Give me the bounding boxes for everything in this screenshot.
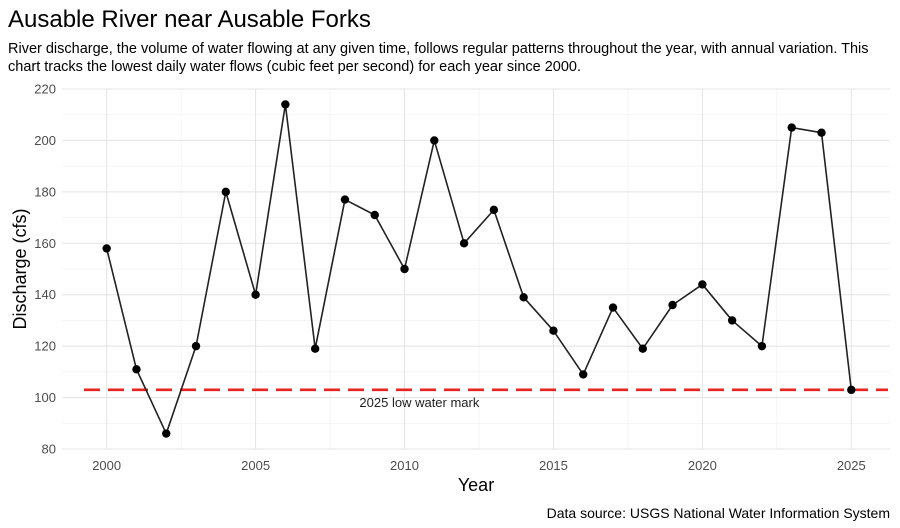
data-point (430, 136, 439, 145)
data-point (579, 370, 588, 379)
x-tick-label: 2020 (688, 458, 717, 473)
data-point (668, 300, 677, 310)
y-axis-ticks: 80 100 120 140 160 180 200 220 (34, 82, 56, 457)
series-line-group (105, 103, 853, 435)
x-tick-label: 2025 (837, 458, 866, 473)
data-point (132, 365, 141, 374)
data-point (817, 128, 826, 137)
chart-subtitle: River discharge, the volume of water flo… (8, 41, 869, 75)
data-point (340, 195, 350, 204)
y-axis-title: Discharge (cfs) (10, 208, 30, 329)
data-point (310, 344, 320, 353)
data-point (489, 205, 499, 215)
minor-gridlines (62, 89, 890, 449)
y-tick-label: 180 (34, 184, 56, 199)
data-point (608, 303, 618, 312)
reference-line-label: 2025 low water mark (359, 395, 479, 410)
data-point (281, 100, 290, 109)
x-tick-label: 2010 (390, 458, 419, 473)
y-tick-label: 200 (34, 133, 56, 148)
data-source-caption: Data source: USGS National Water Informa… (546, 505, 890, 521)
data-point (162, 429, 171, 438)
data-point (787, 123, 796, 132)
y-tick-label: 120 (34, 339, 56, 354)
data-points (102, 100, 856, 438)
x-tick-label: 2015 (539, 458, 568, 473)
y-tick-label: 80 (42, 442, 56, 457)
data-point (757, 341, 767, 351)
data-point (698, 280, 707, 289)
series-line (105, 103, 853, 435)
data-point (727, 316, 737, 325)
data-point (370, 210, 379, 220)
reference-line-group: 2025 low water mark (84, 388, 888, 410)
data-point (459, 239, 469, 248)
data-point (549, 326, 558, 335)
data-point (102, 244, 111, 253)
y-tick-label: 100 (34, 390, 56, 405)
y-tick-label: 160 (34, 236, 56, 251)
y-tick-label: 220 (34, 82, 56, 97)
chart-title: Ausable River near Ausable Forks (8, 6, 371, 33)
data-point (251, 290, 260, 299)
data-point (191, 341, 201, 351)
y-tick-label: 140 (34, 287, 56, 302)
data-point (221, 187, 231, 197)
x-axis-ticks: 2000 2005 2010 2015 2020 2025 (92, 458, 866, 473)
x-tick-label: 2000 (92, 458, 121, 473)
data-point (519, 293, 528, 302)
data-point (638, 344, 647, 353)
data-point (400, 264, 409, 274)
x-axis-title: Year (458, 475, 494, 495)
data-point (847, 385, 856, 395)
x-tick-label: 2005 (241, 458, 270, 473)
